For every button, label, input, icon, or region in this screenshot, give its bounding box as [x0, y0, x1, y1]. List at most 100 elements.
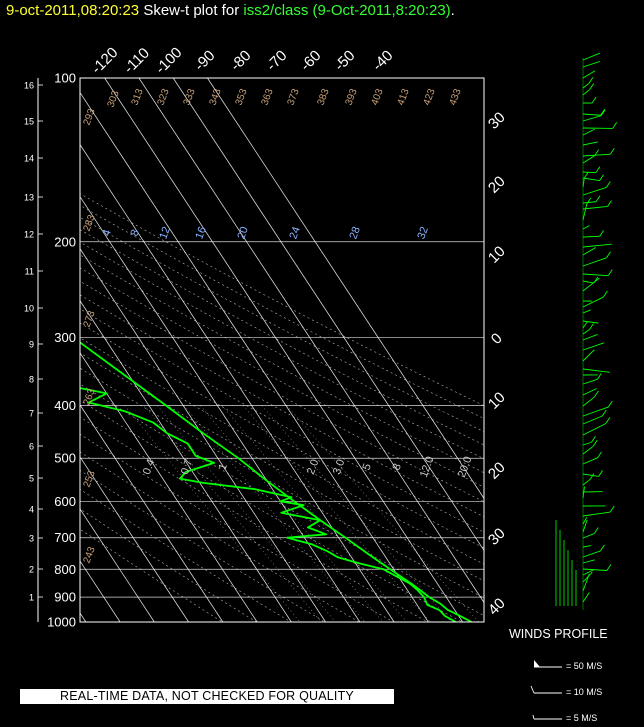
- wind-barb: [582, 89, 591, 96]
- wind-barb: [582, 321, 588, 329]
- isotherm--40: [80, 352, 258, 622]
- wind-barb-flag: [606, 251, 611, 259]
- wind-barb-flag: [589, 323, 594, 330]
- temp-top-label-4: -80: [227, 47, 254, 74]
- wind-barb-flag: [599, 230, 604, 237]
- wind-key-10-symbol-barb: [530, 685, 535, 694]
- pressure-label-300: 300: [54, 330, 76, 345]
- km-label-4: 4: [29, 505, 34, 515]
- wind-barb-flag: [594, 149, 600, 156]
- wind-barb-flag: [607, 269, 613, 276]
- wind-barb: [582, 533, 595, 539]
- isotherm-10: [80, 91, 429, 622]
- isotherm-20: [104, 78, 463, 622]
- wind-barb-flag: [583, 171, 589, 179]
- wind-barb: [582, 296, 604, 308]
- wind-barb: [582, 201, 597, 204]
- wind-barb: [582, 568, 607, 571]
- dry-adiabat-323: [80, 352, 484, 582]
- wind-barb: [582, 177, 600, 182]
- wind-barb: [582, 415, 603, 425]
- mixing-ratio-label-1: 8: [128, 228, 141, 238]
- km-label-1: 1: [29, 593, 34, 603]
- wind-barb-flag: [591, 435, 596, 443]
- wind-barb: [582, 406, 609, 417]
- wind-barb: [582, 473, 599, 477]
- wind-barb: [582, 334, 598, 341]
- temp-right-label-2: 10: [485, 243, 509, 267]
- km-label-8: 8: [29, 375, 34, 385]
- mixing-ratio-label-3: 16: [193, 225, 208, 241]
- dry-adiabat-423: [80, 217, 484, 432]
- mixing-ratio-0.7: [144, 405, 322, 622]
- isotherm-0: [80, 143, 395, 622]
- wind-barb: [582, 320, 599, 324]
- dry-adiabat-353: [80, 308, 484, 533]
- wind-barb-flag: [600, 108, 606, 116]
- mixing-ratio-2: [183, 405, 365, 622]
- wind-barb: [582, 128, 595, 136]
- wind-barb-flag: [612, 122, 618, 129]
- wind-barb-flag: [600, 544, 605, 552]
- temp-top-label-6: -60: [297, 47, 324, 74]
- mixing-ratio-20: [286, 405, 480, 622]
- temp-right-label-4: 10: [485, 389, 509, 413]
- wind-barb: [582, 517, 588, 525]
- wind-barb: [582, 559, 595, 564]
- wind-key-5: = 5 M/S: [566, 713, 598, 723]
- isotherm-40: [172, 78, 484, 552]
- wind-barb: [582, 52, 601, 61]
- temp-top-label-8: -40: [369, 47, 396, 74]
- title-source: iss2/class (9-Oct-2011,8:20:23): [243, 2, 451, 19]
- wind-barb: [582, 378, 598, 385]
- wind-barb-flag: [600, 109, 606, 116]
- winds-profile-title: WINDS PROFILE: [509, 627, 608, 641]
- wind-barb: [582, 592, 590, 603]
- dry-adiabat-243: [80, 488, 291, 622]
- wind-barb: [582, 368, 610, 373]
- temp-right-label-3: 0: [488, 330, 506, 348]
- km-label-15: 15: [24, 117, 34, 127]
- dry-adiabat-383: [80, 267, 484, 488]
- wind-barb-flag: [609, 147, 615, 155]
- dry-adiabat-label-5: 343: [208, 87, 224, 107]
- winds-profile: [530, 52, 618, 720]
- wind-barb: [582, 349, 595, 362]
- km-label-10: 10: [24, 304, 34, 314]
- chart-title: 9-oct-2011,08:20:23 Skew-t plot for iss2…: [6, 2, 455, 19]
- dry-adiabat-label-8: 373: [286, 87, 302, 107]
- wind-barb-flag: [605, 417, 611, 424]
- isotherm--30: [80, 300, 292, 622]
- km-label-7: 7: [29, 409, 34, 419]
- dry-adiabat-label-12: 413: [396, 87, 412, 107]
- dry-adiabat-343: [80, 322, 484, 549]
- wind-barb: [582, 280, 594, 284]
- km-label-13: 13: [24, 193, 34, 203]
- pressure-label-400: 400: [54, 398, 76, 413]
- wind-barb-flag: [589, 83, 595, 90]
- wind-key-50: = 50 M/S: [566, 661, 603, 671]
- wind-barb: [582, 206, 608, 210]
- wind-barb: [582, 441, 592, 446]
- wind-barb-flag: [606, 564, 612, 571]
- km-label-6: 6: [29, 442, 34, 452]
- mixing-ratio-1: [157, 405, 336, 622]
- moist-label-0: 0.4: [141, 458, 158, 476]
- isotherm--10: [80, 195, 361, 622]
- dry-adiabat-label-4: 333: [182, 87, 198, 107]
- wind-barb: [582, 273, 609, 277]
- dry-adiabat-label-0: 293: [82, 107, 98, 127]
- wind-barb-flag: [593, 527, 599, 534]
- wind-barb: [582, 571, 593, 583]
- wind-barb: [582, 486, 585, 499]
- wind-barb: [582, 243, 612, 248]
- wind-barb-flag: [597, 451, 602, 459]
- dry-adiabat-293: [80, 399, 463, 622]
- dry-adiabat-283: [80, 416, 428, 622]
- wind-barb: [582, 70, 596, 79]
- pressure-label-700: 700: [54, 530, 76, 545]
- wind-barb-flag: [603, 290, 608, 298]
- wind-barb: [582, 309, 591, 314]
- wind-barb: [582, 247, 596, 256]
- dry-adiabat-label-16: 273: [82, 309, 98, 329]
